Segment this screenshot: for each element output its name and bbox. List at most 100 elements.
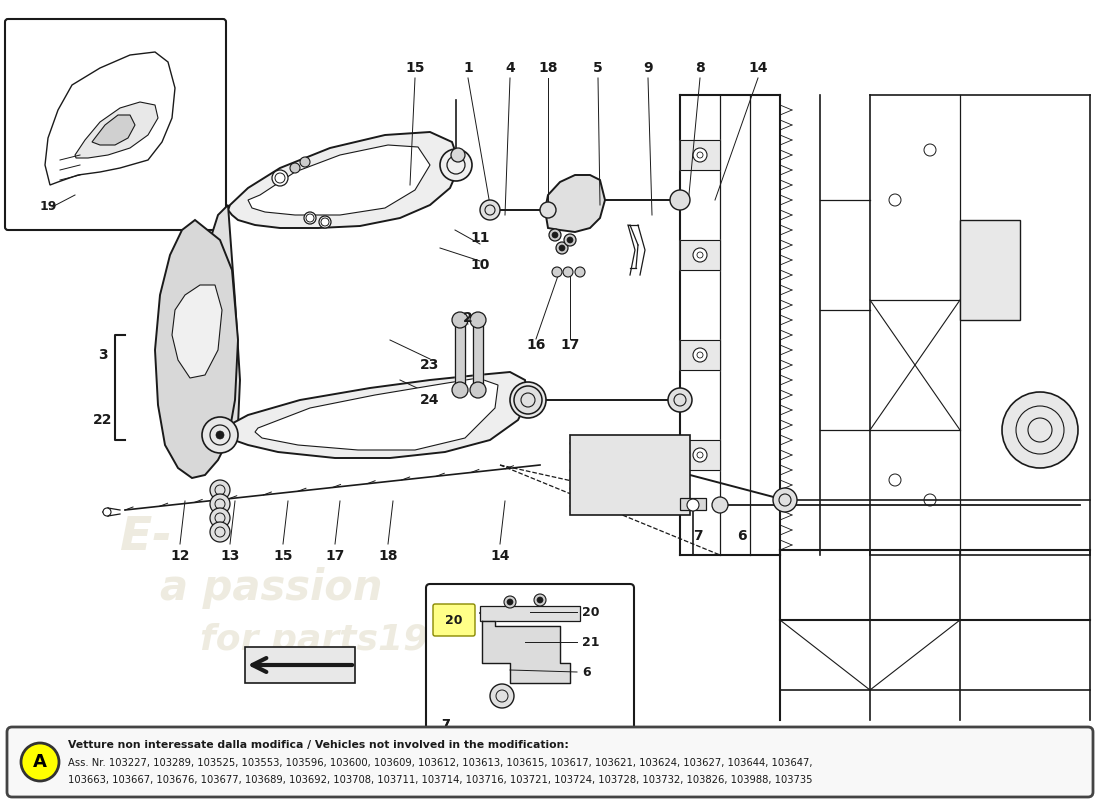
Polygon shape: [482, 621, 570, 683]
Circle shape: [451, 148, 465, 162]
Text: 19: 19: [40, 200, 57, 213]
Circle shape: [552, 232, 558, 238]
Circle shape: [693, 448, 707, 462]
Circle shape: [504, 596, 516, 608]
Polygon shape: [248, 145, 430, 215]
Text: 9: 9: [644, 61, 652, 75]
Circle shape: [470, 382, 486, 398]
Bar: [680, 240, 720, 270]
Circle shape: [556, 242, 568, 254]
Circle shape: [537, 597, 543, 603]
Text: Ass. Nr. 103227, 103289, 103525, 103553, 103596, 103600, 103609, 103612, 103613,: Ass. Nr. 103227, 103289, 103525, 103553,…: [68, 758, 813, 768]
FancyBboxPatch shape: [426, 584, 634, 740]
FancyBboxPatch shape: [6, 19, 225, 230]
Text: A: A: [33, 753, 47, 771]
Text: 22: 22: [94, 413, 112, 427]
Circle shape: [670, 190, 690, 210]
Circle shape: [210, 480, 230, 500]
Polygon shape: [228, 132, 460, 228]
Text: 20: 20: [446, 614, 463, 626]
Bar: [680, 440, 720, 470]
Polygon shape: [172, 285, 222, 378]
Circle shape: [452, 312, 468, 328]
Polygon shape: [255, 378, 498, 450]
Bar: [455, 320, 465, 390]
Circle shape: [21, 743, 59, 781]
Circle shape: [693, 348, 707, 362]
Circle shape: [514, 386, 542, 414]
FancyBboxPatch shape: [7, 727, 1093, 797]
Circle shape: [452, 382, 468, 398]
Text: 17: 17: [326, 549, 344, 563]
Circle shape: [1002, 392, 1078, 468]
Circle shape: [559, 245, 565, 251]
Bar: [680, 140, 720, 170]
Bar: [680, 498, 706, 510]
Text: 7: 7: [441, 718, 450, 731]
Text: 18: 18: [538, 61, 558, 75]
Text: for parts1985: for parts1985: [200, 623, 478, 657]
Circle shape: [693, 148, 707, 162]
Text: 17: 17: [560, 338, 580, 352]
Text: 7: 7: [693, 529, 703, 543]
Circle shape: [202, 417, 238, 453]
Circle shape: [216, 431, 224, 439]
Text: a passion: a passion: [160, 567, 383, 609]
Circle shape: [490, 684, 514, 708]
Circle shape: [564, 234, 576, 246]
Text: 5: 5: [593, 61, 603, 75]
Circle shape: [563, 267, 573, 277]
Text: 21: 21: [582, 635, 600, 649]
Polygon shape: [92, 115, 135, 145]
Polygon shape: [75, 102, 158, 158]
Circle shape: [693, 248, 707, 262]
Circle shape: [210, 508, 230, 528]
Text: 8: 8: [695, 61, 705, 75]
Text: 11: 11: [471, 231, 490, 245]
Bar: [680, 340, 720, 370]
Text: E-: E-: [120, 515, 172, 560]
Circle shape: [540, 202, 556, 218]
Circle shape: [440, 149, 472, 181]
Bar: [455, 320, 465, 390]
Text: 6: 6: [582, 666, 591, 678]
Bar: [570, 435, 690, 515]
Circle shape: [470, 312, 486, 328]
Circle shape: [290, 163, 300, 173]
Circle shape: [534, 594, 546, 606]
Bar: [960, 220, 1020, 320]
Text: 15: 15: [273, 549, 293, 563]
Circle shape: [575, 267, 585, 277]
Text: 16: 16: [526, 338, 546, 352]
Text: 12: 12: [170, 549, 189, 563]
FancyBboxPatch shape: [433, 604, 475, 636]
Circle shape: [552, 267, 562, 277]
Circle shape: [510, 382, 546, 418]
Circle shape: [549, 229, 561, 241]
Circle shape: [668, 388, 692, 412]
Circle shape: [566, 237, 573, 243]
Bar: [680, 440, 720, 470]
Text: 15: 15: [405, 61, 425, 75]
Circle shape: [773, 488, 798, 512]
Polygon shape: [155, 220, 238, 478]
Text: 14: 14: [491, 549, 509, 563]
Text: 24: 24: [420, 393, 440, 407]
Bar: [680, 340, 720, 370]
Text: Vetture non interessate dalla modifica / Vehicles not involved in the modificati: Vetture non interessate dalla modifica /…: [68, 740, 569, 750]
Bar: [680, 140, 720, 170]
Text: 10: 10: [471, 258, 490, 272]
Circle shape: [688, 499, 698, 511]
Text: 1: 1: [463, 61, 473, 75]
Polygon shape: [205, 205, 240, 435]
Text: 6: 6: [737, 529, 747, 543]
Bar: [680, 240, 720, 270]
Text: 23: 23: [420, 358, 440, 372]
Bar: [473, 320, 483, 390]
FancyBboxPatch shape: [245, 647, 355, 683]
Circle shape: [210, 522, 230, 542]
Circle shape: [272, 170, 288, 186]
Text: 3: 3: [98, 348, 108, 362]
Text: 2: 2: [463, 311, 473, 325]
Text: 14: 14: [748, 61, 768, 75]
